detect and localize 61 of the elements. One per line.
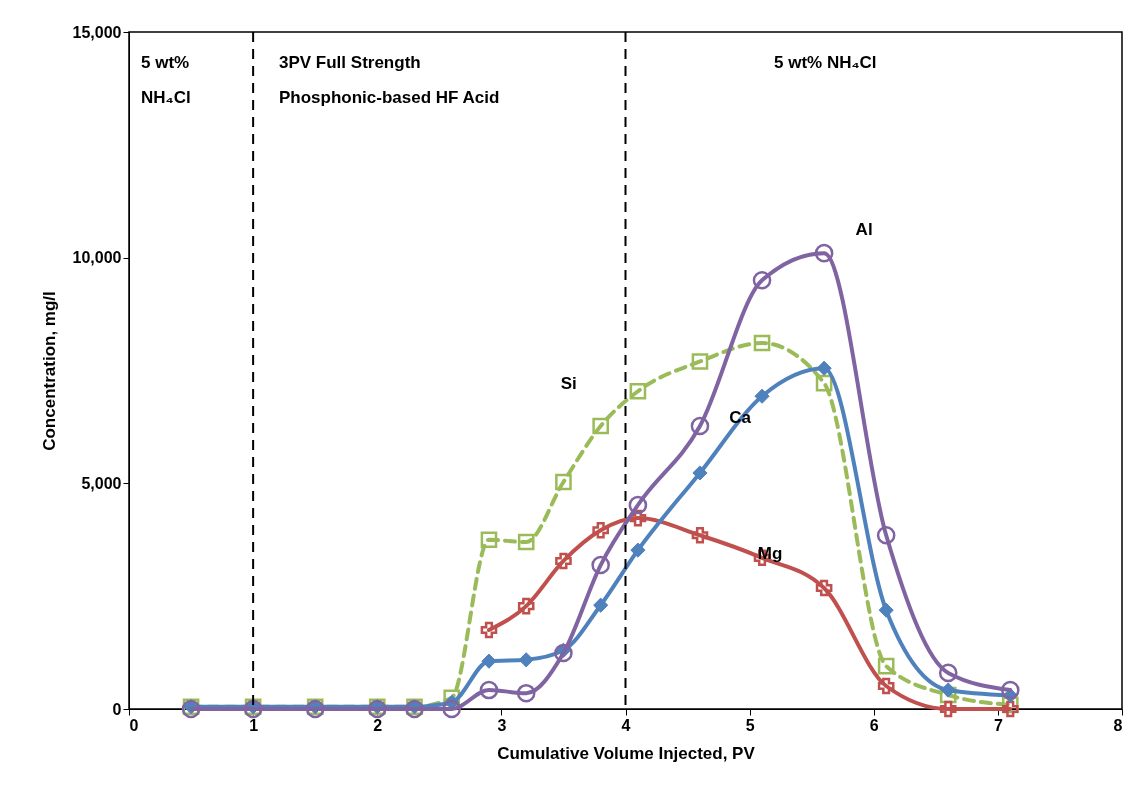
x-tick-label: 5 [745, 716, 755, 734]
annotation: 5 wt% NH₄Cl [774, 53, 877, 72]
point [555, 552, 572, 570]
annotation: 5 wt% [141, 53, 190, 72]
point [518, 652, 534, 668]
point [878, 602, 894, 618]
point [691, 526, 709, 544]
point [442, 699, 462, 719]
point [629, 382, 647, 400]
annotation: Phosphonic-based HF Acid [279, 88, 500, 107]
x-tick-label: 1 [249, 716, 259, 734]
point [592, 521, 609, 539]
point [593, 597, 609, 613]
point [591, 555, 610, 575]
point [554, 643, 573, 663]
x-tick-label: 8 [1113, 716, 1123, 734]
point [630, 542, 646, 558]
series-label: Mg [757, 543, 783, 563]
point [815, 579, 833, 597]
point [876, 525, 896, 545]
point [481, 653, 497, 669]
annotation: 3PV Full Strength [279, 53, 421, 72]
point [939, 700, 957, 718]
y-tick-label: 15,000 [72, 23, 122, 41]
y-tick-label: 0 [112, 700, 122, 718]
point [814, 243, 834, 263]
point [628, 495, 648, 515]
point [816, 360, 832, 376]
x-tick-label: 4 [621, 716, 631, 734]
series-label: Si [560, 374, 577, 394]
point [1001, 700, 1019, 718]
x-tick-label: 2 [373, 716, 383, 734]
x-tick-label: 0 [129, 716, 139, 734]
point [555, 473, 572, 491]
point [877, 657, 895, 675]
x-tick-label: 3 [497, 716, 507, 734]
point [517, 533, 535, 551]
x-tick-label: 7 [993, 716, 1003, 734]
point [480, 531, 498, 549]
x-tick-label: 6 [869, 716, 879, 734]
point [752, 270, 772, 290]
y-axis-title: Concentration, mg/l [39, 291, 59, 451]
point [592, 417, 609, 435]
x-axis-title: Cumulative Volume Injected, PV [497, 743, 756, 763]
point [690, 416, 710, 436]
annotation: NH₄Cl [141, 88, 191, 107]
point [692, 465, 708, 481]
point [1000, 680, 1020, 700]
point [940, 682, 956, 698]
point [877, 677, 895, 695]
point [517, 597, 535, 615]
y-tick-label: 5,000 [81, 474, 122, 492]
point [516, 683, 536, 703]
series-label: Al [855, 220, 873, 240]
point [480, 621, 498, 639]
y-tick-label: 10,000 [72, 249, 122, 267]
point [938, 663, 958, 683]
point [691, 353, 709, 370]
point [754, 388, 770, 404]
point [479, 680, 499, 700]
point [753, 334, 771, 352]
